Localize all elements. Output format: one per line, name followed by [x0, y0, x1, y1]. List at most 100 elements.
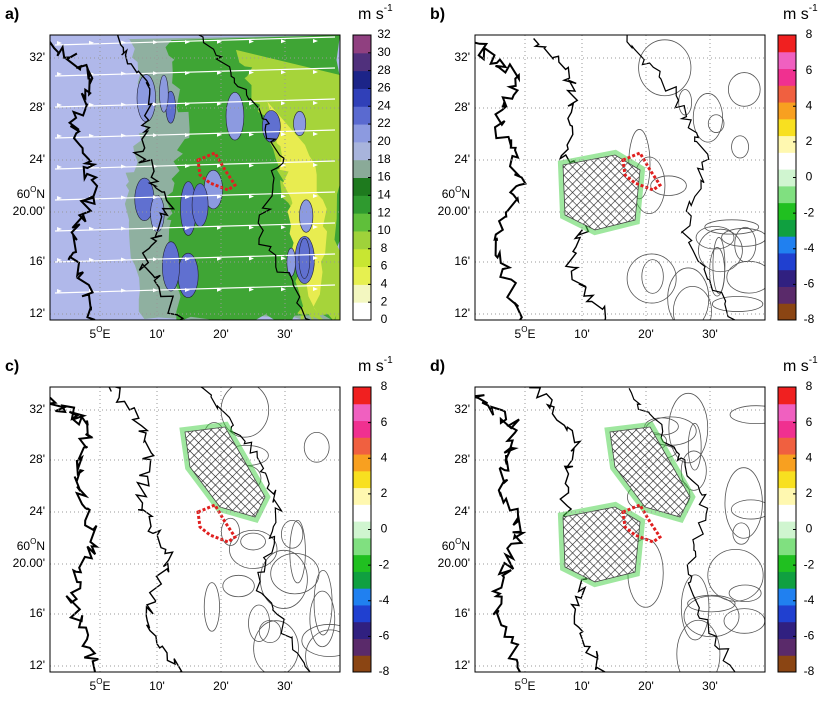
colorbar-tick-label: 6 — [381, 259, 388, 273]
lon-hemisphere: E — [102, 327, 110, 341]
wind — [54, 129, 336, 139]
colorbar-segment — [778, 537, 796, 556]
wind-head — [57, 41, 62, 45]
colorbar-segment — [778, 588, 796, 606]
colorbar-tick-label: 2 — [806, 486, 813, 500]
wind — [54, 253, 336, 263]
map-frame — [474, 34, 766, 321]
colorbar-tick-label: -6 — [804, 629, 815, 643]
wind-head — [185, 40, 190, 44]
colorbar-segment — [778, 236, 796, 254]
turbine-area — [562, 506, 641, 583]
colorbar-segment — [778, 118, 796, 137]
colorbar-unit: m s-1 — [783, 3, 818, 24]
contour — [668, 392, 709, 464]
x-tick-label: 10' — [149, 327, 165, 341]
colorbar-segment — [778, 387, 796, 405]
wind-head — [185, 257, 190, 261]
lat-label: 60ON — [442, 537, 470, 553]
field — [136, 74, 156, 123]
colorbar-segment — [778, 202, 796, 220]
wind-head — [185, 288, 190, 292]
colorbar-segment — [353, 554, 371, 572]
colorbar-segment — [778, 51, 796, 70]
lon-label: 5OE — [515, 677, 536, 693]
wind-head — [281, 287, 286, 292]
contour — [687, 594, 736, 613]
turbine-area — [609, 426, 691, 518]
lat-hemisphere: N — [461, 539, 470, 553]
colorbar-segment — [353, 537, 371, 556]
y-tick-label: 24' — [454, 504, 470, 518]
colorbar-segment — [778, 571, 796, 589]
wind-head — [185, 71, 190, 75]
colorbar-segment — [778, 420, 796, 438]
colorbar-tick-label: -4 — [379, 593, 390, 607]
colorbar-segment — [353, 521, 371, 539]
colorbar-tick-label: 8 — [381, 241, 388, 255]
wind-head — [281, 256, 286, 261]
wind-head — [153, 164, 158, 169]
contour — [240, 532, 266, 551]
contour — [728, 584, 762, 603]
wind-head — [121, 40, 126, 45]
wind-head — [281, 70, 286, 75]
wind-head — [313, 70, 318, 74]
colorbar-segment — [778, 252, 796, 271]
y-tick-label: 16' — [454, 606, 470, 620]
field — [159, 74, 169, 113]
wind-head — [249, 70, 254, 75]
colorbar-segment — [353, 88, 371, 107]
colorbar-tick-label: 32 — [377, 27, 391, 41]
unit-text: m s — [783, 358, 809, 375]
study-area — [196, 151, 238, 192]
wind — [54, 98, 336, 108]
lon-value: 5 — [90, 327, 97, 341]
contour — [270, 552, 320, 595]
map — [475, 387, 765, 672]
y-tick-label: 32' — [454, 50, 470, 64]
lon-degree: O — [521, 325, 527, 334]
y-tick-label: 20.00' — [438, 556, 470, 570]
x-tick-label: 30' — [702, 327, 718, 341]
wind-head — [89, 102, 94, 107]
wind-head — [153, 40, 158, 45]
wind-head — [153, 195, 158, 200]
y-tick-label: 12' — [29, 658, 45, 672]
colorbar-segment — [353, 248, 371, 268]
wind-head — [217, 70, 222, 75]
colorbar-segment — [353, 437, 371, 455]
colorbar-segment — [778, 169, 796, 187]
wind — [54, 284, 336, 294]
wind-head — [185, 133, 190, 137]
colorbar-tick-label: 26 — [377, 81, 391, 95]
colorbar-tick-label: 30 — [377, 45, 391, 59]
map — [50, 387, 340, 672]
wind-head — [249, 101, 254, 106]
x-tick-label: 20' — [213, 679, 229, 693]
colorbar-tick-label: 0 — [381, 312, 388, 326]
wind-head — [153, 257, 158, 262]
unit-exponent: -1 — [809, 3, 818, 14]
wind-head — [313, 287, 318, 291]
x-tick-label: 30' — [277, 327, 293, 341]
lat-degree: O — [30, 537, 36, 546]
colorbar-tick-label: -8 — [804, 312, 815, 326]
lat-hemisphere: N — [36, 187, 45, 201]
colorbar-segment — [778, 621, 796, 639]
lon-value: 5 — [515, 327, 522, 341]
y-tick-label: 28' — [454, 452, 470, 466]
colorbar-tick-label: 4 — [381, 277, 388, 291]
colorbar-segment — [353, 159, 371, 178]
contour — [683, 595, 740, 638]
wind-head — [249, 256, 254, 261]
y-tick-label: 16' — [454, 254, 470, 268]
lon-degree: O — [96, 325, 102, 334]
field — [293, 111, 307, 137]
wind-head — [57, 165, 62, 169]
contour — [692, 93, 723, 143]
contour — [650, 175, 687, 196]
colorbar-segment — [778, 68, 796, 86]
